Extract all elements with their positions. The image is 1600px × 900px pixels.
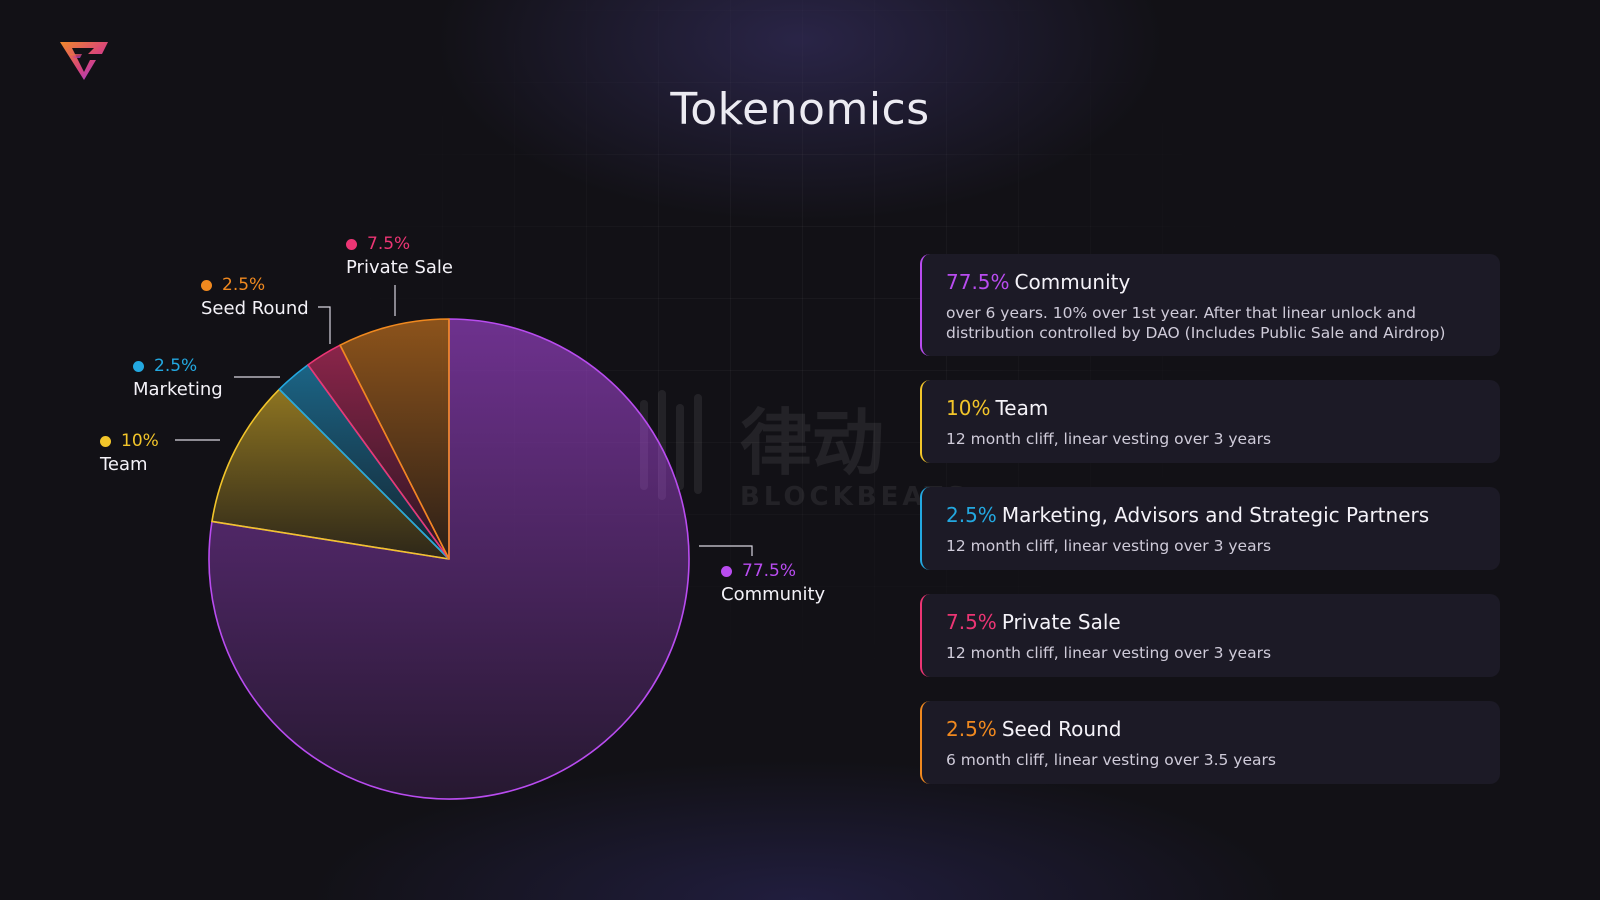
card-pct: 7.5% — [946, 610, 997, 634]
brand-logo-icon — [60, 42, 108, 80]
card-head: 77.5% Community — [946, 270, 1478, 294]
card-head: 7.5% Private Sale — [946, 610, 1478, 634]
page-title: Tokenomics — [0, 84, 1600, 135]
callout-pct: 7.5% — [367, 234, 411, 254]
callout-name: Private Sale — [346, 257, 454, 278]
card-head: 2.5% Seed Round — [946, 717, 1478, 741]
card-community: 77.5% Community over 6 years. 10% over 1s… — [920, 254, 1500, 356]
callout-team: 10% Team — [100, 431, 159, 475]
card-pct: 10% — [946, 396, 991, 420]
card-private-sale: 7.5% Private Sale 12 month cliff, linear … — [920, 594, 1500, 677]
leader-line-seed-round — [318, 306, 331, 344]
pie-slice-private-sale — [339, 318, 450, 560]
card-desc: 6 month cliff, linear vesting over 3.5 y… — [946, 751, 1276, 769]
legend-dot — [721, 565, 732, 577]
pie-chart — [175, 285, 753, 800]
card-seed-round: 2.5% Seed Round 6 month cliff, linear ves… — [920, 701, 1500, 784]
card-desc: 12 month cliff, linear vesting over 3 ye… — [946, 644, 1272, 662]
callout-name: Marketing — [133, 379, 223, 400]
card-desc: over 6 years. 10% over 1st year. After t… — [946, 304, 1446, 342]
card-title: Marketing, Advisors and Strategic Partne… — [1001, 503, 1430, 527]
callout-seed-round: 2.5% Seed Round — [201, 275, 309, 319]
card-pct: 2.5% — [946, 717, 997, 741]
callout-name: Community — [721, 584, 826, 605]
callout-private-sale: 7.5% Private Sale — [346, 234, 453, 278]
allocation-cards: 77.5% Community over 6 years. 10% over 1s… — [920, 254, 1500, 808]
card-desc: 12 month cliff, linear vesting over 3 ye… — [946, 430, 1272, 448]
callout-name: Seed Round — [201, 298, 309, 319]
card-title: Community — [1014, 270, 1131, 294]
legend-dot — [201, 279, 212, 291]
legend-dot — [100, 435, 111, 447]
callout-pct: 10% — [121, 431, 159, 451]
card-desc: 12 month cliff, linear vesting over 3 ye… — [946, 537, 1272, 555]
pie-slice-team — [211, 388, 450, 560]
card-pct: 77.5% — [946, 270, 1010, 294]
card-pct: 2.5% — [946, 503, 997, 527]
callout-marketing: 2.5% Marketing — [133, 356, 223, 400]
card-title: Seed Round — [1001, 717, 1122, 741]
callout-name: Team — [100, 454, 148, 475]
legend-dot — [346, 238, 357, 250]
card-title: Team — [995, 396, 1049, 420]
callout-pct: 2.5% — [154, 356, 198, 376]
card-title: Private Sale — [1001, 610, 1121, 634]
callout-pct: 77.5% — [742, 561, 797, 581]
leader-line-community — [699, 545, 753, 556]
card-head: 10% Team — [946, 396, 1478, 420]
callout-pct: 2.5% — [222, 275, 266, 295]
pie-slice-community — [208, 318, 690, 800]
legend-dot — [133, 360, 144, 372]
watermark-cn: 律动 — [740, 401, 885, 485]
card-marketing: 2.5% Marketing, Advisors and Strategic Pa… — [920, 487, 1500, 570]
card-team: 10% Team 12 month cliff, linear vesting o… — [920, 380, 1500, 463]
callout-community: 77.5% Community — [721, 561, 825, 605]
card-head: 2.5% Marketing, Advisors and Strategic Pa… — [946, 503, 1478, 527]
page-title-text: Tokenomics — [670, 84, 930, 135]
